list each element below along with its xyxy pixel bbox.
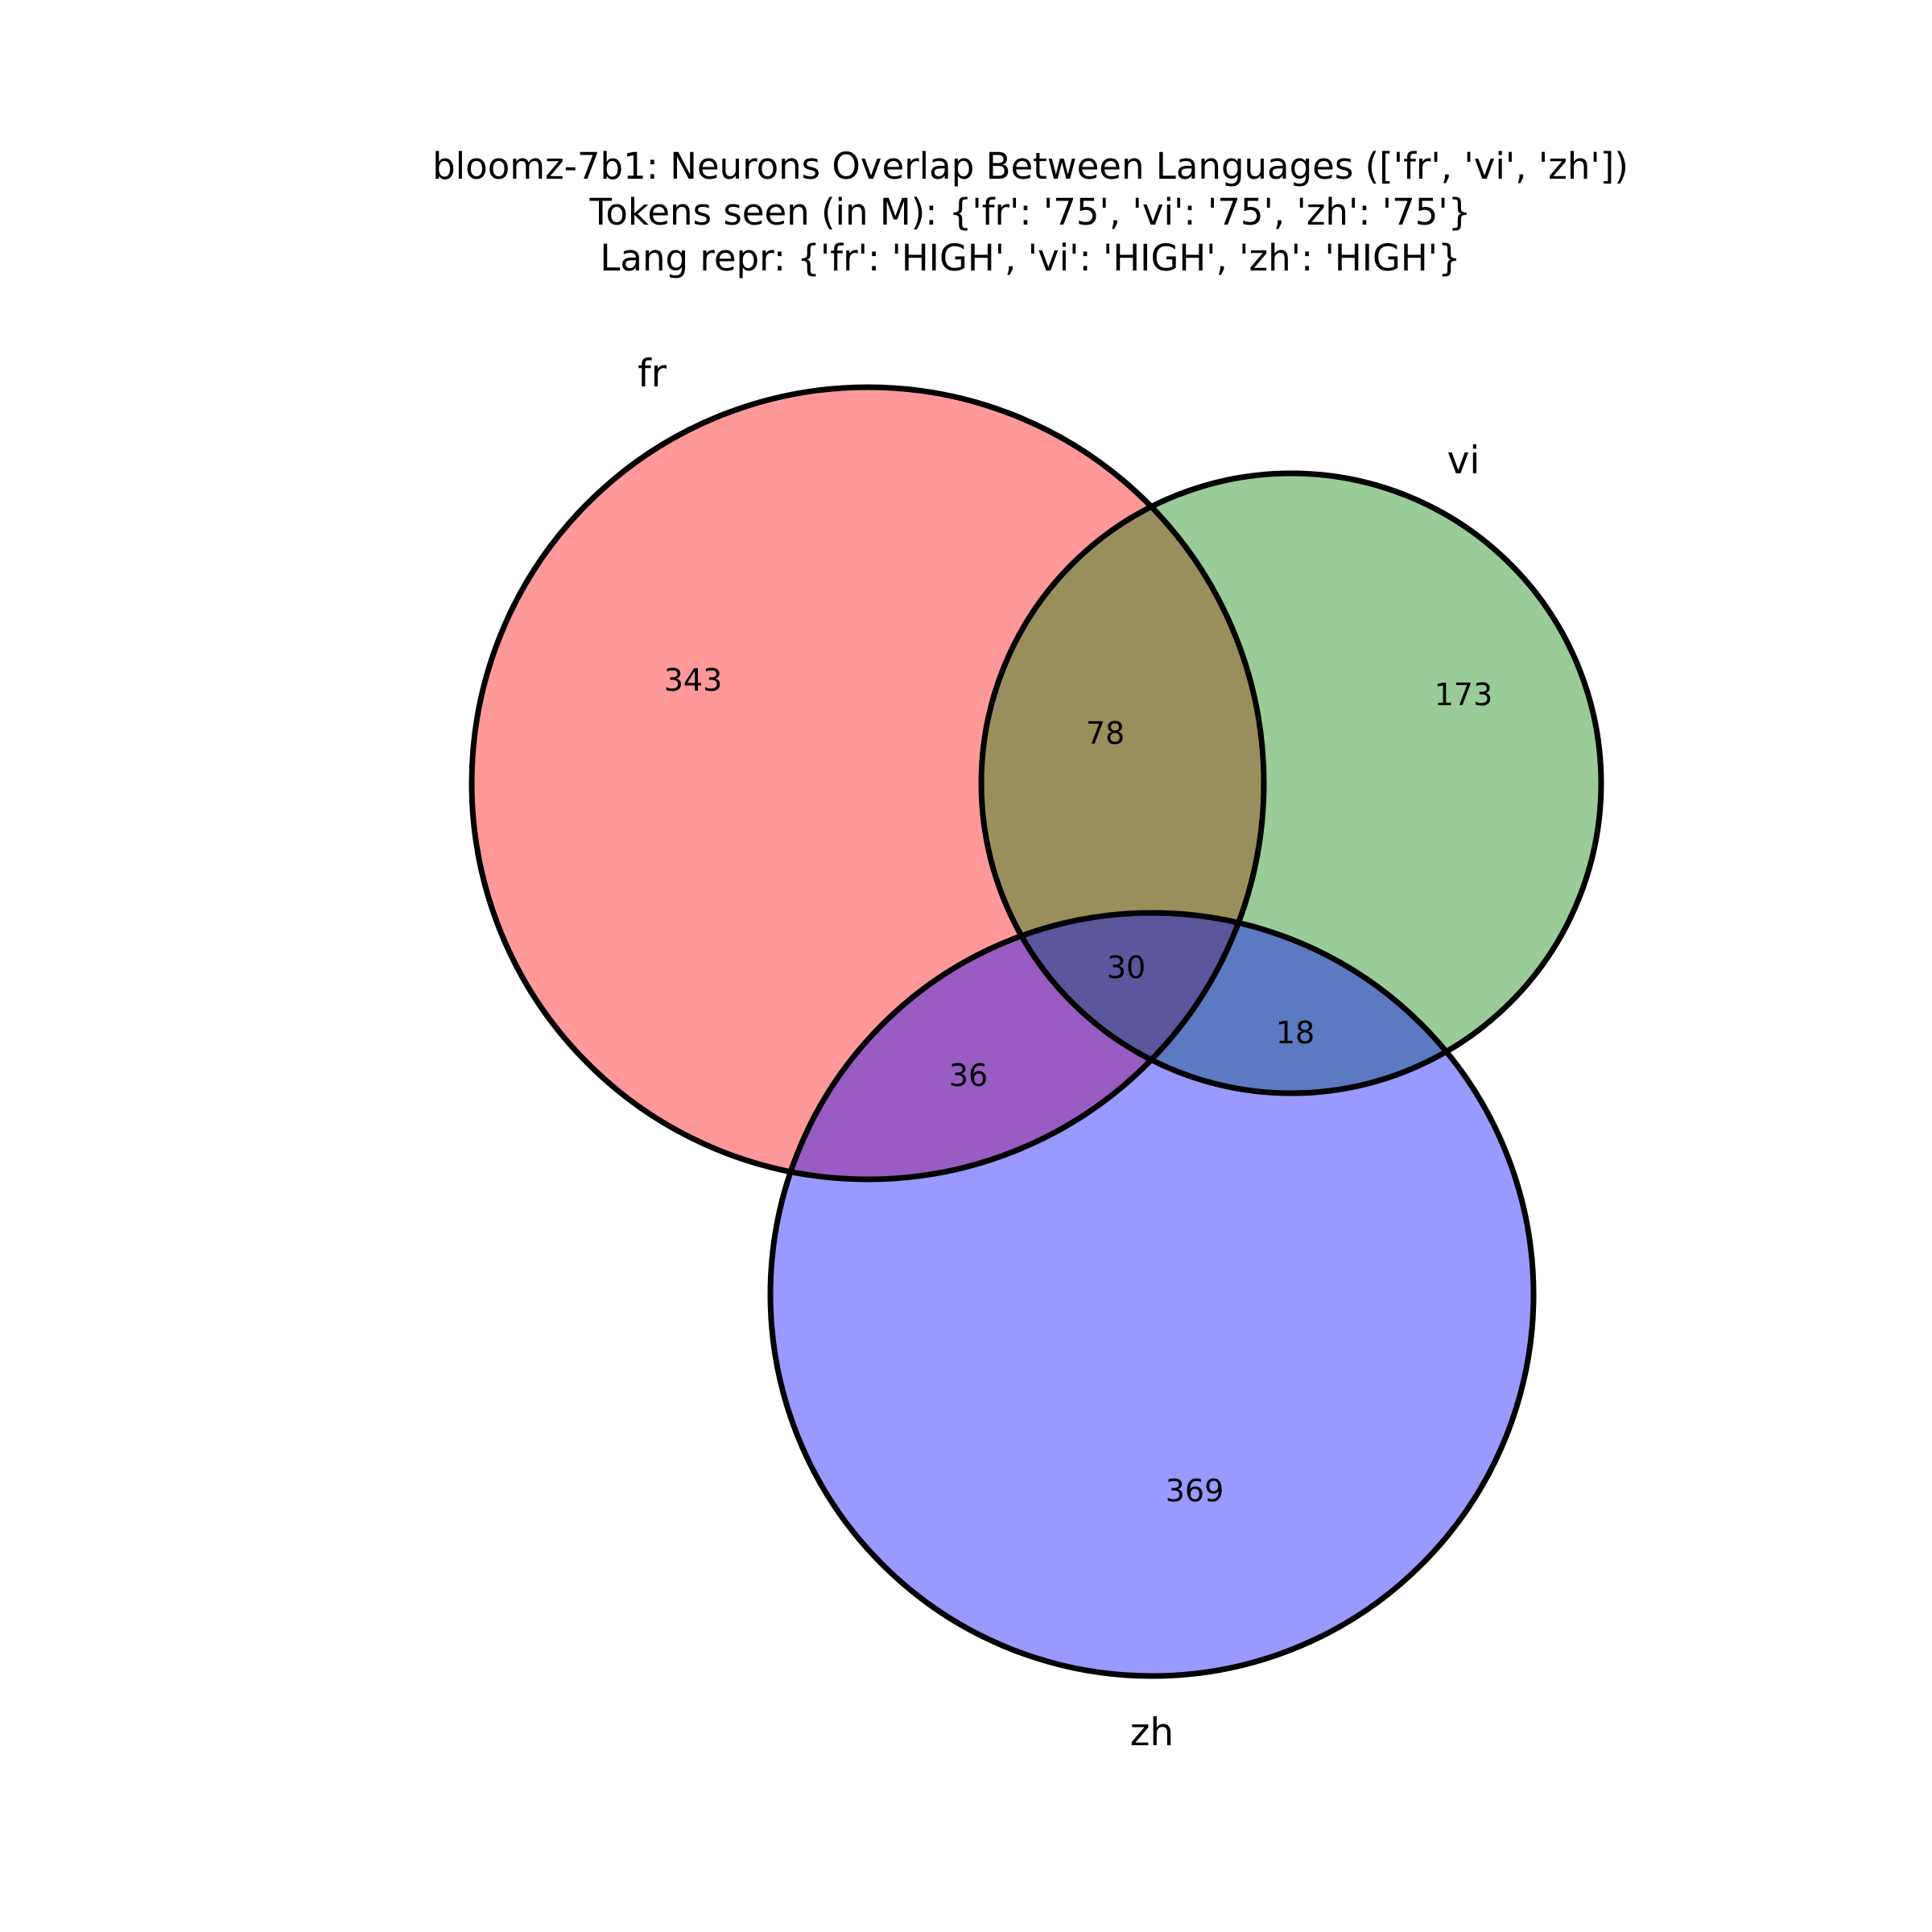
- region-count-fr-zh: 36: [949, 1058, 988, 1093]
- circle-zh: [770, 913, 1534, 1676]
- region-count-fr-vi-zh: 30: [1107, 950, 1146, 985]
- circle-zh-outline: [767, 910, 1537, 1679]
- set-label-fr: fr: [638, 352, 667, 396]
- circle-fr-outline: [469, 384, 1267, 1183]
- region-count-fr-only: 343: [664, 663, 723, 698]
- circle-fr: [472, 387, 1264, 1179]
- region-count-vi-only: 173: [1435, 677, 1493, 712]
- region-count-vi-zh: 18: [1276, 1015, 1315, 1051]
- chart-title: bloomz-7b1: Neurons Overlap Between Lang…: [0, 143, 1932, 281]
- set-label-zh: zh: [1130, 1711, 1174, 1755]
- region-count-fr-vi: 78: [1086, 716, 1125, 751]
- circle-vi: [981, 473, 1601, 1093]
- set-label-vi: vi: [1447, 439, 1480, 483]
- title-line-3: Lang repr: {'fr': 'HIGH', 'vi': 'HIGH', …: [600, 237, 1461, 279]
- title-line-1: bloomz-7b1: Neurons Overlap Between Lang…: [432, 145, 1629, 188]
- circle-vi-outline: [978, 470, 1604, 1096]
- title-line-2: Tokens seen (in M): {'fr': '75', 'vi': '…: [589, 191, 1472, 233]
- region-count-zh-only: 369: [1166, 1473, 1224, 1509]
